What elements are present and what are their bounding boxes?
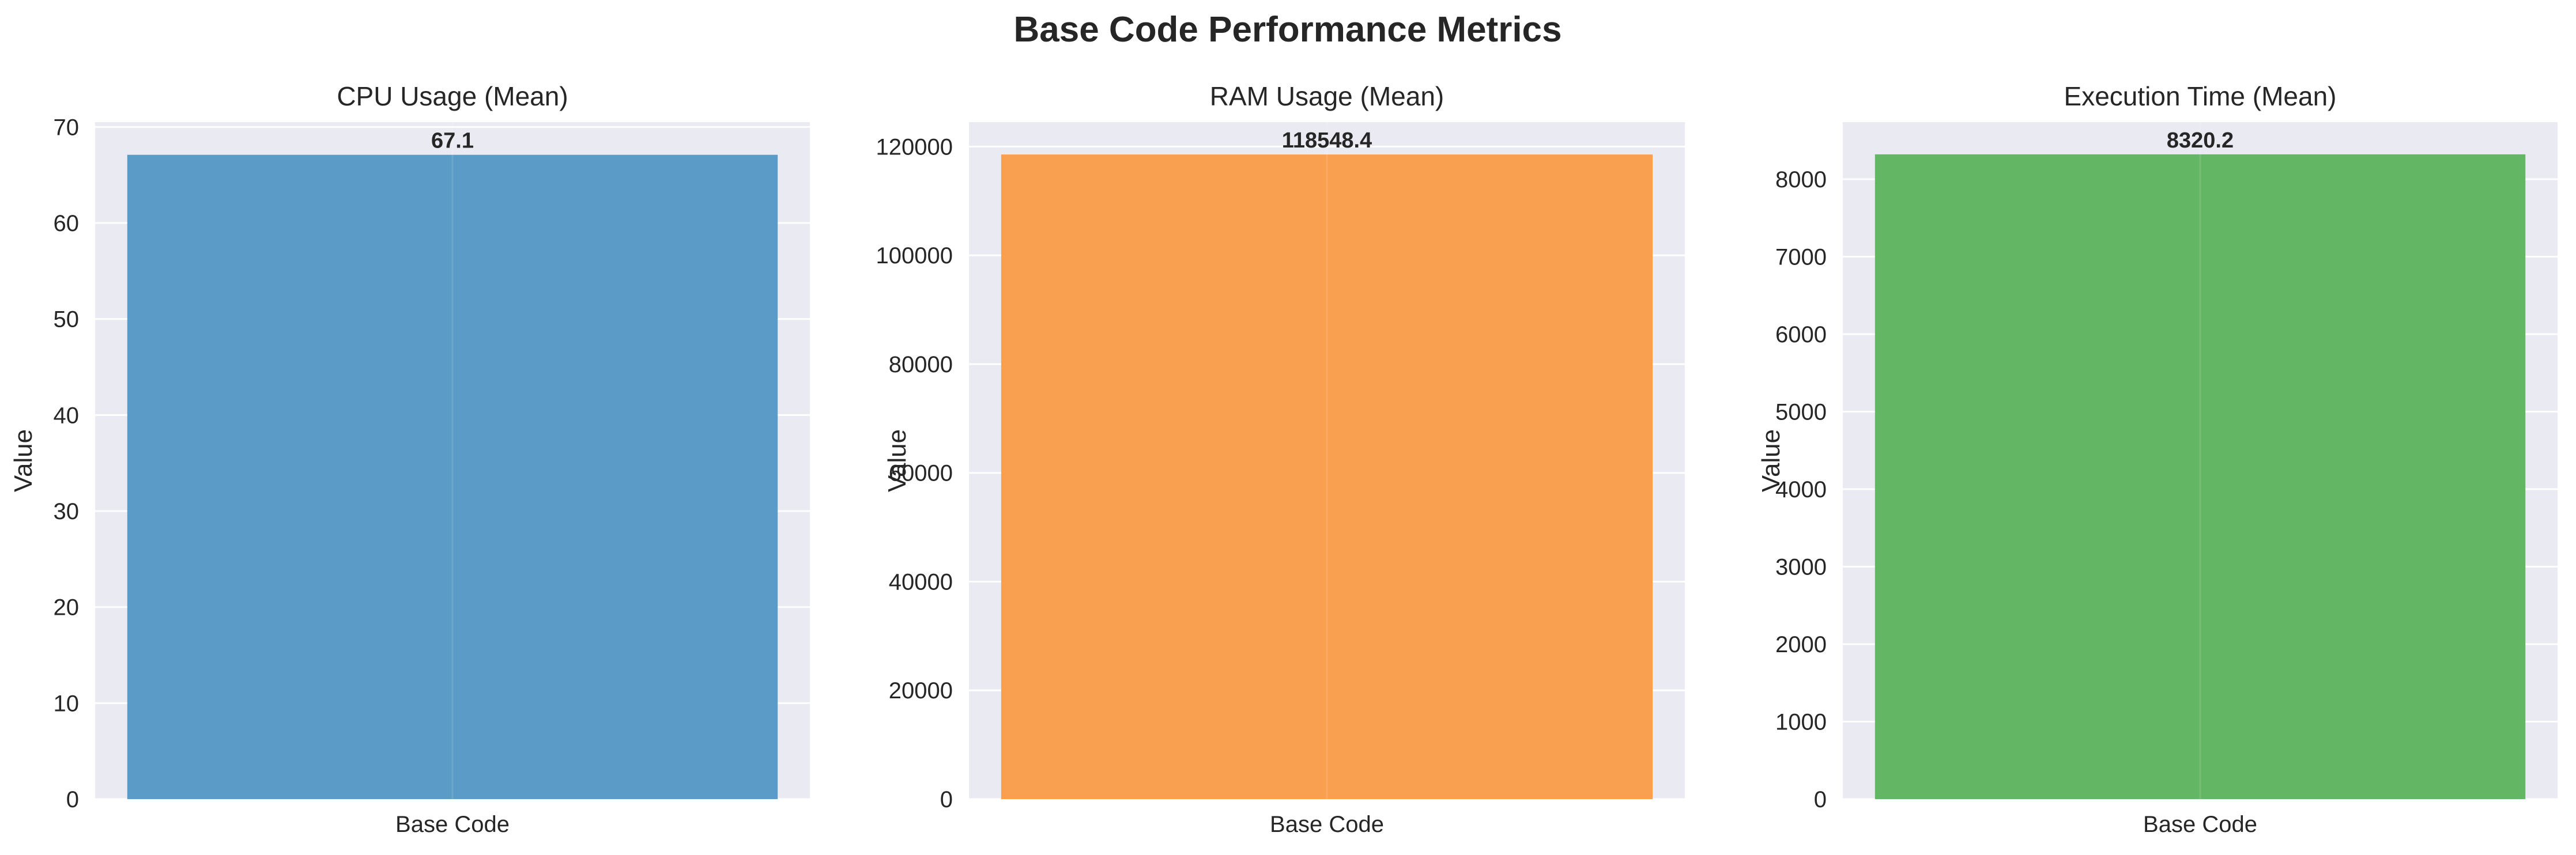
- y-tick-label: 0: [66, 787, 79, 812]
- y-axis-label: Value: [9, 429, 37, 492]
- y-tick-label: 5000: [1775, 399, 1827, 425]
- y-axis-label: Value: [1757, 429, 1785, 492]
- chart-title: CPU Usage (Mean): [337, 81, 568, 111]
- y-tick-label: 20000: [889, 678, 953, 703]
- bar-value-label: 8320.2: [2167, 128, 2234, 153]
- y-tick-label: 60000: [889, 461, 953, 486]
- y-tick-label: 40000: [889, 569, 953, 595]
- figure-title: Base Code Performance Metrics: [1013, 10, 1562, 50]
- y-tick-label: 40: [54, 403, 80, 428]
- chart-panels: 0 10 20 30 40 50 60 70 67.1 Base Code CPU Usage (M…: [9, 81, 2558, 837]
- y-axis-label: Value: [883, 429, 911, 492]
- x-tick-label: Base Code: [2143, 812, 2257, 837]
- chart-title: RAM Usage (Mean): [1210, 81, 1444, 111]
- x-tick-label: Base Code: [395, 812, 510, 837]
- bar: [1875, 154, 2526, 799]
- y-tick-label: 10: [54, 691, 80, 716]
- chart-panel-2: 0 20000 40000 60000 80000 100000 120000 118548.…: [876, 81, 1685, 837]
- bar: [127, 154, 778, 800]
- y-tick-label: 0: [940, 787, 953, 812]
- y-tick-label: 3000: [1775, 554, 1827, 580]
- y-tick-label: 1000: [1775, 709, 1827, 735]
- y-tick-label: 50: [54, 307, 80, 332]
- y-tick-label: 6000: [1775, 322, 1827, 347]
- bar-value-label: 67.1: [431, 129, 474, 153]
- y-tick-label: 70: [54, 115, 80, 140]
- y-tick-label: 2000: [1775, 632, 1827, 657]
- y-tick-label: 30: [54, 499, 80, 524]
- y-tick-label: 60: [54, 211, 80, 236]
- y-tick-label: 4000: [1775, 477, 1827, 502]
- y-tick-label: 20: [54, 595, 80, 621]
- chart-panel-1: 0 10 20 30 40 50 60 70 67.1 Base Code CPU Usage (M…: [9, 81, 810, 837]
- y-tick-label: 7000: [1775, 244, 1827, 270]
- y-tick-label: 80000: [889, 352, 953, 377]
- bar: [1001, 154, 1653, 800]
- y-tick-label: 100000: [876, 243, 953, 268]
- y-tick-label: 0: [1814, 787, 1827, 812]
- y-tick-label: 120000: [876, 134, 953, 160]
- chart-panel-3: 0 1000 2000 3000 4000 5000 6000 7000 8000 8320.2 B…: [1757, 81, 2558, 837]
- y-tick-label: 8000: [1775, 167, 1827, 192]
- chart-title: Execution Time (Mean): [2064, 81, 2337, 111]
- bar-value-label: 118548.4: [1282, 128, 1372, 153]
- x-tick-label: Base Code: [1270, 812, 1384, 837]
